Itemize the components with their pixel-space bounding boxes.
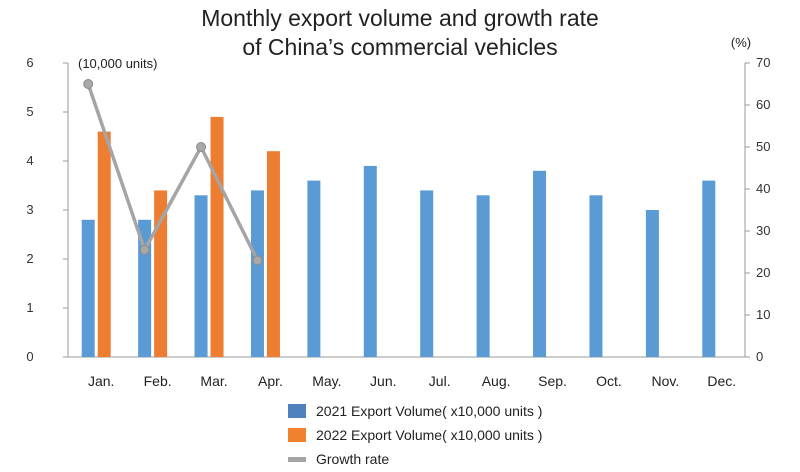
legend-label-2021: 2021 Export Volume( x10,000 units ) bbox=[316, 403, 543, 419]
legend-label-2022: 2022 Export Volume( x10,000 units ) bbox=[316, 427, 543, 443]
y-right-tick-label: 30 bbox=[756, 223, 770, 238]
bar-2021-apr bbox=[250, 190, 264, 357]
y-left-tick-label: 3 bbox=[26, 202, 33, 217]
growth-rate-line bbox=[86, 83, 260, 262]
y-right-tick-label: 20 bbox=[756, 265, 770, 280]
chart-title-line1: Monthly export volume and growth rate bbox=[201, 5, 599, 31]
bar-2021-sep bbox=[533, 170, 547, 357]
bar-2021-jul bbox=[420, 190, 434, 357]
legend-swatch-growth-rate bbox=[288, 456, 306, 462]
bar-2021-mar bbox=[194, 195, 208, 357]
legend-item-2022: 2022 Export Volume( x10,000 units ) bbox=[288, 423, 542, 447]
legend-item-growth-rate: Growth rate bbox=[288, 447, 542, 471]
x-tick-label: Jan. bbox=[88, 373, 114, 389]
bar-2021-dec bbox=[702, 180, 716, 357]
bar-2022-jan bbox=[97, 131, 111, 357]
y-right-tick-label: 10 bbox=[756, 307, 770, 322]
y-right-tick-label: 40 bbox=[756, 181, 770, 196]
x-tick-label: Nov. bbox=[652, 373, 680, 389]
bar-2022-feb bbox=[154, 190, 168, 357]
legend-swatch-2021 bbox=[288, 404, 306, 418]
legend-label-growth-rate: Growth rate bbox=[316, 451, 390, 467]
growth-rate-point-apr bbox=[252, 255, 263, 266]
y-right-tick-label: 70 bbox=[756, 55, 770, 70]
y-left-tick-label: 5 bbox=[26, 104, 33, 119]
y-left-tick-label: 4 bbox=[26, 153, 33, 168]
y-left-tick-label: 6 bbox=[26, 55, 33, 70]
y-left-tick-label: 0 bbox=[26, 349, 33, 364]
x-tick-label: Dec. bbox=[707, 373, 736, 389]
y-right-unit-label: (%) bbox=[731, 35, 751, 50]
y-left-unit-label: (10,000 units) bbox=[78, 56, 158, 71]
x-tick-label: Mar. bbox=[200, 373, 227, 389]
chart-title-line2: of China’s commercial vehicles bbox=[242, 34, 558, 60]
chart-legend: 2021 Export Volume( x10,000 units ) 2022… bbox=[288, 399, 542, 471]
x-tick-label: Aug. bbox=[482, 373, 511, 389]
x-tick-label: Jul. bbox=[429, 373, 451, 389]
x-tick-label: May. bbox=[312, 373, 341, 389]
x-tick-label: Sep. bbox=[538, 373, 567, 389]
growth-rate-point-jan bbox=[83, 79, 94, 89]
bar-2022-mar bbox=[210, 116, 224, 358]
bar-2022-apr bbox=[266, 151, 280, 357]
growth-rate-point-feb bbox=[139, 244, 150, 255]
bar-2021-aug bbox=[476, 195, 490, 357]
bar-2021-nov bbox=[645, 210, 659, 357]
x-tick-label: Apr. bbox=[258, 373, 283, 389]
x-tick-label: Oct. bbox=[596, 373, 622, 389]
legend-swatch-2022 bbox=[288, 428, 306, 442]
y-right-tick-label: 50 bbox=[756, 139, 770, 154]
bar-2021-feb bbox=[138, 219, 152, 357]
y-right-tick-label: 0 bbox=[756, 349, 763, 364]
bar-2021-may bbox=[307, 180, 321, 357]
x-tick-label: Jun. bbox=[370, 373, 396, 389]
y-right-tick-label: 60 bbox=[756, 97, 770, 112]
bar-2021-jun bbox=[363, 165, 377, 357]
y-left-tick-label: 2 bbox=[26, 251, 33, 266]
legend-item-2021: 2021 Export Volume( x10,000 units ) bbox=[288, 399, 542, 423]
growth-rate-point-mar bbox=[196, 142, 207, 152]
x-tick-label: Feb. bbox=[144, 373, 172, 389]
y-left-tick-label: 1 bbox=[26, 300, 33, 315]
bar-2021-oct bbox=[589, 195, 603, 357]
bar-2021-jan bbox=[81, 219, 95, 357]
